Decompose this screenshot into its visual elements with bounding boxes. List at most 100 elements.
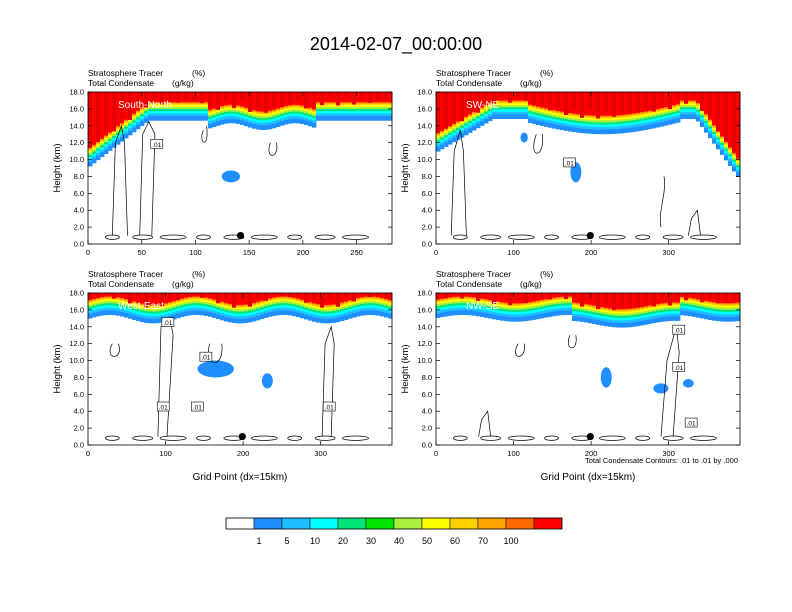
tracer-cell	[344, 92, 348, 98]
tracer-cell	[716, 92, 720, 132]
tracer-cell	[128, 293, 132, 304]
tracer-cell	[580, 92, 584, 118]
tracer-cell	[228, 293, 233, 304]
condensate-contour	[690, 234, 717, 240]
y-tick-label: 18.0	[417, 88, 432, 97]
condensate-contour	[507, 435, 535, 441]
tracer-cell	[676, 92, 680, 100]
figure-title: 2014-02-07_00:00:00	[310, 34, 482, 55]
tracer-cell	[304, 293, 308, 303]
tracer-cell	[696, 293, 701, 300]
plot-frame	[435, 292, 741, 446]
condensate-contour	[480, 435, 502, 441]
panel-subtitle-tracer: Stratosphere Tracer	[88, 68, 163, 78]
tracer-cell	[596, 293, 600, 310]
tracer-cell	[136, 293, 140, 298]
contour-label: .01	[201, 355, 210, 362]
panel-subtitle-tracer-unit: (%)	[192, 269, 205, 279]
tracer-cell	[620, 293, 624, 307]
condensate-contour	[450, 129, 467, 236]
tracer-cell	[588, 92, 592, 111]
tracer-cell	[684, 92, 688, 104]
y-tick-label: 4.0	[422, 407, 432, 416]
condensate-contours	[104, 120, 369, 240]
tracer-cell	[108, 293, 113, 297]
tracer-cell	[480, 293, 485, 299]
tracer-cell	[132, 293, 137, 302]
condensate-contour	[660, 176, 665, 228]
tracer-cell	[192, 293, 196, 295]
tracer-field	[436, 92, 741, 178]
tracer-cell	[264, 92, 268, 113]
tracer-cell	[192, 293, 197, 297]
colorbar-label: 5	[284, 536, 289, 546]
tracer-cell	[500, 293, 505, 303]
tracer-cell	[532, 92, 536, 105]
tracer-cell	[204, 293, 209, 298]
y-tick-label: 6.0	[74, 189, 84, 198]
tracer-cell	[348, 92, 353, 103]
tracer-cell	[240, 293, 244, 300]
panel-subtitle-condensate: Total Condensate	[88, 78, 154, 88]
tracer-cell	[592, 293, 597, 306]
y-tick-label: 16.0	[417, 305, 432, 314]
tracer-cell	[300, 92, 305, 106]
tracer-cell	[720, 92, 725, 137]
x-tick-label: 0	[86, 449, 90, 458]
colorbar: 1 5 10 20 30 40 50 60 70 100	[225, 517, 563, 546]
tracer-cell	[244, 293, 249, 305]
tracer-cell	[520, 293, 525, 303]
tracer-cell	[448, 293, 453, 298]
tracer-cell	[692, 293, 697, 299]
tracer-cell	[552, 293, 557, 298]
tracer-cell	[712, 92, 717, 126]
tracer-cell	[620, 92, 624, 113]
tracer-cell	[476, 293, 480, 301]
tracer-cell	[672, 92, 677, 106]
y-tick-label: 12.0	[69, 138, 84, 147]
tracer-cell	[284, 293, 289, 297]
contour-label: .01	[193, 405, 202, 412]
tracer-cell	[260, 92, 265, 112]
tracer-cell	[600, 293, 605, 307]
tracer-cell	[112, 92, 116, 132]
panel-subtitle-condensate-unit: (g/kg)	[520, 279, 542, 289]
tracer-cell	[288, 92, 292, 105]
tracer-cell	[648, 293, 653, 306]
y-tick-label: 8.0	[74, 373, 84, 382]
x-tick-label: 300	[662, 449, 675, 458]
tracer-cell	[92, 293, 97, 299]
contour-label-box	[684, 417, 698, 428]
tracer-cell	[700, 92, 704, 111]
condensate-contour	[287, 435, 303, 441]
tracer-blob	[682, 379, 694, 388]
tracer-cell	[592, 92, 597, 116]
tracer-cell	[364, 92, 369, 103]
y-tick-label: 0.0	[74, 240, 84, 249]
colorbar-label: 40	[394, 536, 404, 546]
tracer-cell	[504, 92, 509, 101]
tracer-cell	[556, 92, 560, 108]
tracer-cell	[352, 92, 356, 105]
tracer-cell	[664, 293, 669, 303]
condensate-contour	[268, 142, 278, 156]
panel-subtitle-condensate-unit: (g/kg)	[172, 279, 194, 289]
tracer-cell	[648, 92, 653, 111]
tracer-cell	[572, 293, 576, 298]
condensate-contour	[223, 234, 245, 240]
condensate-contour	[533, 134, 544, 154]
condensate-contour	[321, 325, 335, 437]
condensate-contour	[111, 124, 128, 236]
tracer-cell	[152, 293, 156, 301]
tracer-cell	[548, 92, 552, 111]
tracer-cell	[628, 92, 632, 114]
tracer-cell	[384, 293, 388, 298]
contour-label-box	[199, 351, 213, 362]
tracer-cell	[376, 293, 380, 296]
tracer-cell	[508, 293, 512, 306]
plot-frame	[87, 292, 393, 446]
tracer-cell	[272, 293, 277, 298]
tracer-cell	[156, 92, 161, 103]
tracer-cell	[692, 92, 697, 101]
